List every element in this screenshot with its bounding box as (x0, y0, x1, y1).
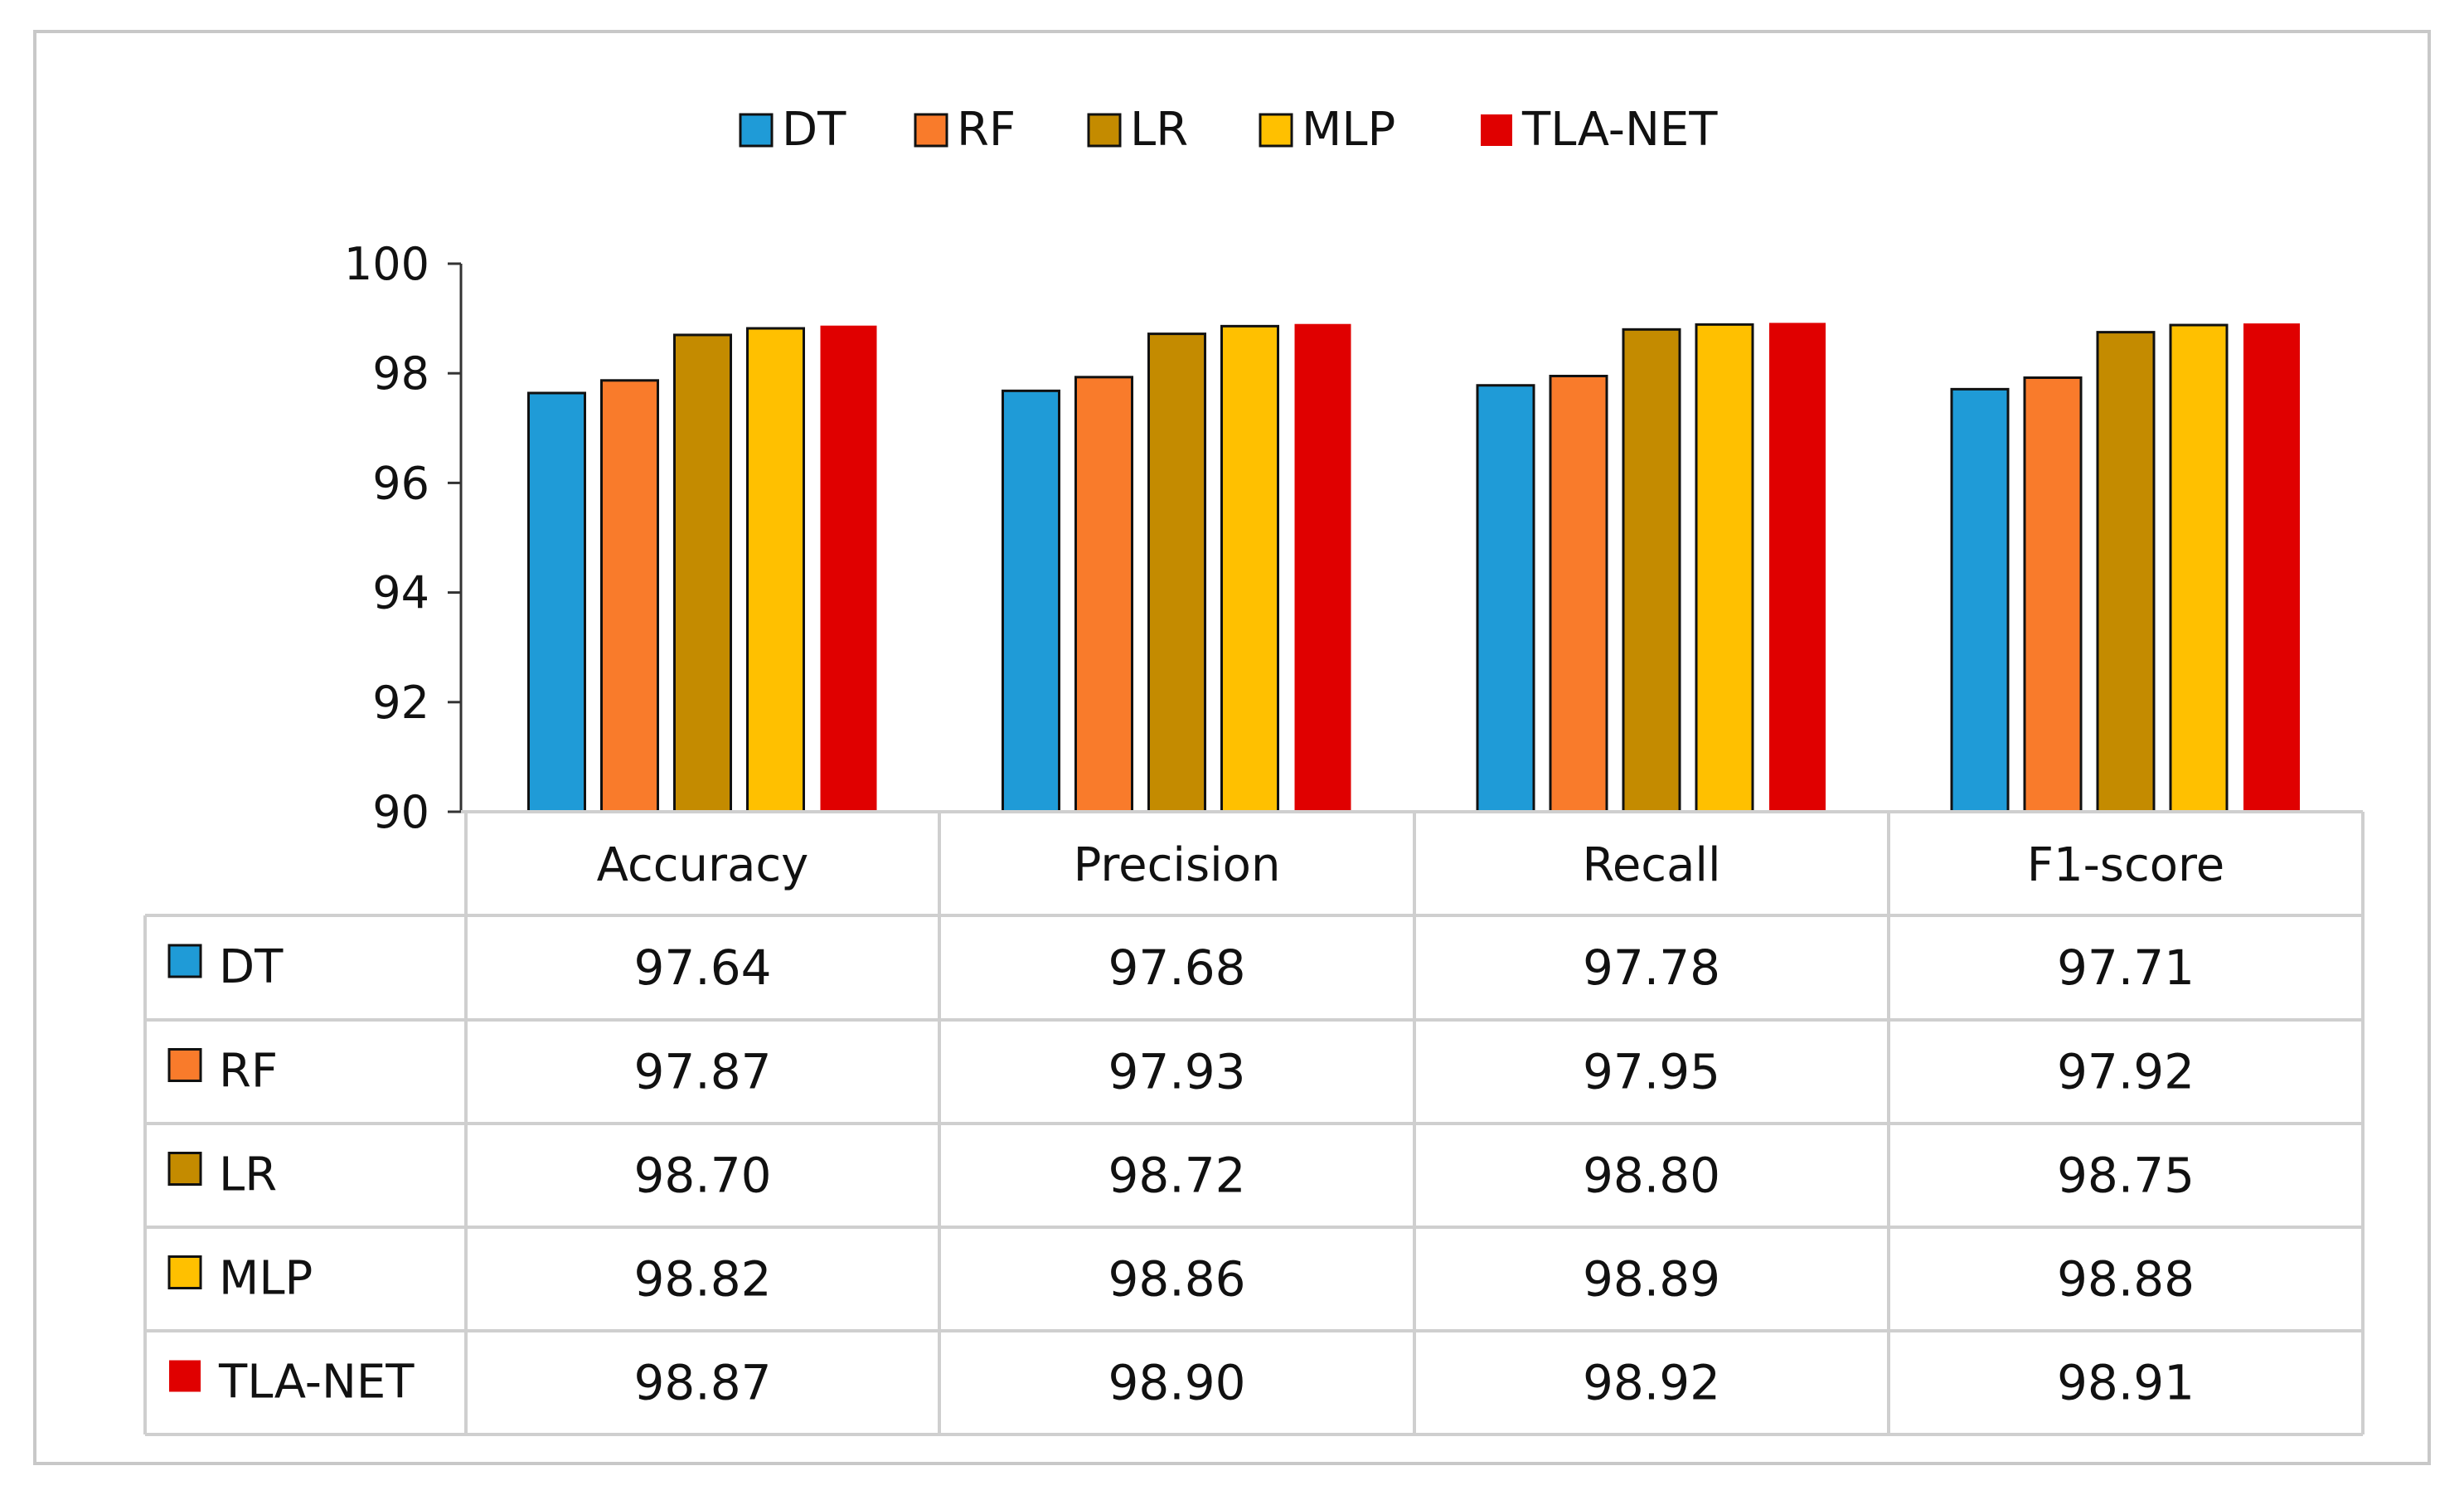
x-category-label: Accuracy (597, 838, 809, 892)
bar-rf-accuracy (600, 379, 659, 813)
table-row-label: DT (219, 940, 284, 994)
table-cell-value: 97.64 (633, 939, 771, 996)
bar-mlp-accuracy (746, 327, 805, 813)
bar-lr-precision (1147, 332, 1206, 813)
y-tick-label: 90 (372, 786, 429, 838)
x-category-label: Precision (1074, 838, 1281, 892)
table-cell-value: 98.90 (1108, 1355, 1245, 1411)
table-cell-value: 97.92 (2057, 1044, 2195, 1100)
bars (527, 323, 2300, 813)
legend-label-rf: RF (957, 103, 1016, 157)
table-cell-value: 97.78 (1583, 939, 1720, 996)
bar-dt-precision (1002, 389, 1060, 813)
table-cell-value: 97.71 (2057, 939, 2195, 996)
bar-dt-accuracy (527, 391, 586, 813)
bar-tla-net-recall (1769, 323, 1826, 812)
bar-tla-net-precision (1294, 323, 1351, 813)
table-cell-value: 98.86 (1108, 1251, 1245, 1308)
bar-lr-f1-score (2096, 331, 2156, 813)
table-cell-value: 97.95 (1583, 1044, 1720, 1100)
bar-tla-net-f1-score (2243, 323, 2300, 812)
table-cell-value: 98.91 (2057, 1355, 2195, 1411)
table-cell-value: 98.92 (1583, 1355, 1720, 1411)
bar-dt-recall (1476, 384, 1535, 813)
table-row-swatch-tla-net (169, 1360, 201, 1392)
x-category-label: F1-score (2027, 838, 2225, 892)
y-tick-label: 96 (372, 457, 429, 509)
table-cell-value: 97.93 (1108, 1044, 1245, 1100)
legend-label-lr: LR (1130, 103, 1188, 157)
table-row-label: LR (219, 1148, 277, 1202)
table-cell-value: 98.82 (633, 1251, 771, 1308)
bar-lr-accuracy (673, 333, 732, 813)
legend-swatch-mlp (1259, 113, 1293, 148)
legend-swatch-lr (1087, 113, 1122, 148)
table-cell-value: 97.87 (633, 1044, 771, 1100)
y-axis: 90 92 94 96 98 100 (344, 238, 463, 838)
bar-mlp-precision (1220, 324, 1279, 813)
table-cell-value: 98.89 (1583, 1251, 1720, 1308)
data-table: Accuracy Precision Recall F1-score DT 97.64 97… (143, 810, 2365, 1436)
table-row-label: TLA-NET (218, 1356, 415, 1410)
legend-swatch-tla-net (1481, 114, 1512, 146)
y-tick-label: 98 (372, 347, 429, 400)
legend-label-tla-net: TLA-NET (1521, 103, 1718, 157)
table-cell-value: 98.70 (633, 1148, 771, 1204)
bar-mlp-recall (1695, 323, 1754, 813)
table-cell-value: 98.88 (2057, 1251, 2195, 1308)
bar-tla-net-accuracy (820, 325, 877, 812)
table-cell-value: 98.80 (1583, 1148, 1720, 1204)
table-row-swatch-lr (167, 1152, 202, 1186)
x-category-label: Recall (1582, 838, 1720, 892)
legend-swatch-rf (914, 113, 948, 148)
table-cell-value: 97.68 (1108, 939, 1245, 996)
table-row-label: MLP (219, 1252, 313, 1306)
table-row-label: RF (219, 1045, 278, 1099)
y-tick-label: 94 (372, 567, 429, 619)
y-tick-label: 92 (372, 677, 429, 729)
table-cell-value: 98.75 (2057, 1148, 2195, 1204)
bar-mlp-f1-score (2169, 323, 2229, 813)
legend-swatch-dt (739, 113, 774, 148)
legend: DT RF LR MLP TLA-NET (739, 103, 1718, 157)
bar-rf-f1-score (2023, 376, 2083, 813)
table-row-swatch-rf (167, 1048, 202, 1082)
y-tick-label: 100 (344, 238, 429, 290)
table-row-swatch-dt (167, 944, 202, 978)
table-cell-value: 98.72 (1108, 1148, 1245, 1204)
legend-label-dt: DT (782, 103, 846, 157)
bar-rf-recall (1549, 375, 1608, 813)
bar-dt-f1-score (1950, 387, 2010, 813)
bar-rf-precision (1074, 376, 1133, 813)
legend-label-mlp: MLP (1302, 103, 1395, 157)
table-cell-value: 98.87 (633, 1355, 771, 1411)
table-row-swatch-mlp (167, 1255, 202, 1289)
bar-lr-recall (1622, 328, 1681, 813)
